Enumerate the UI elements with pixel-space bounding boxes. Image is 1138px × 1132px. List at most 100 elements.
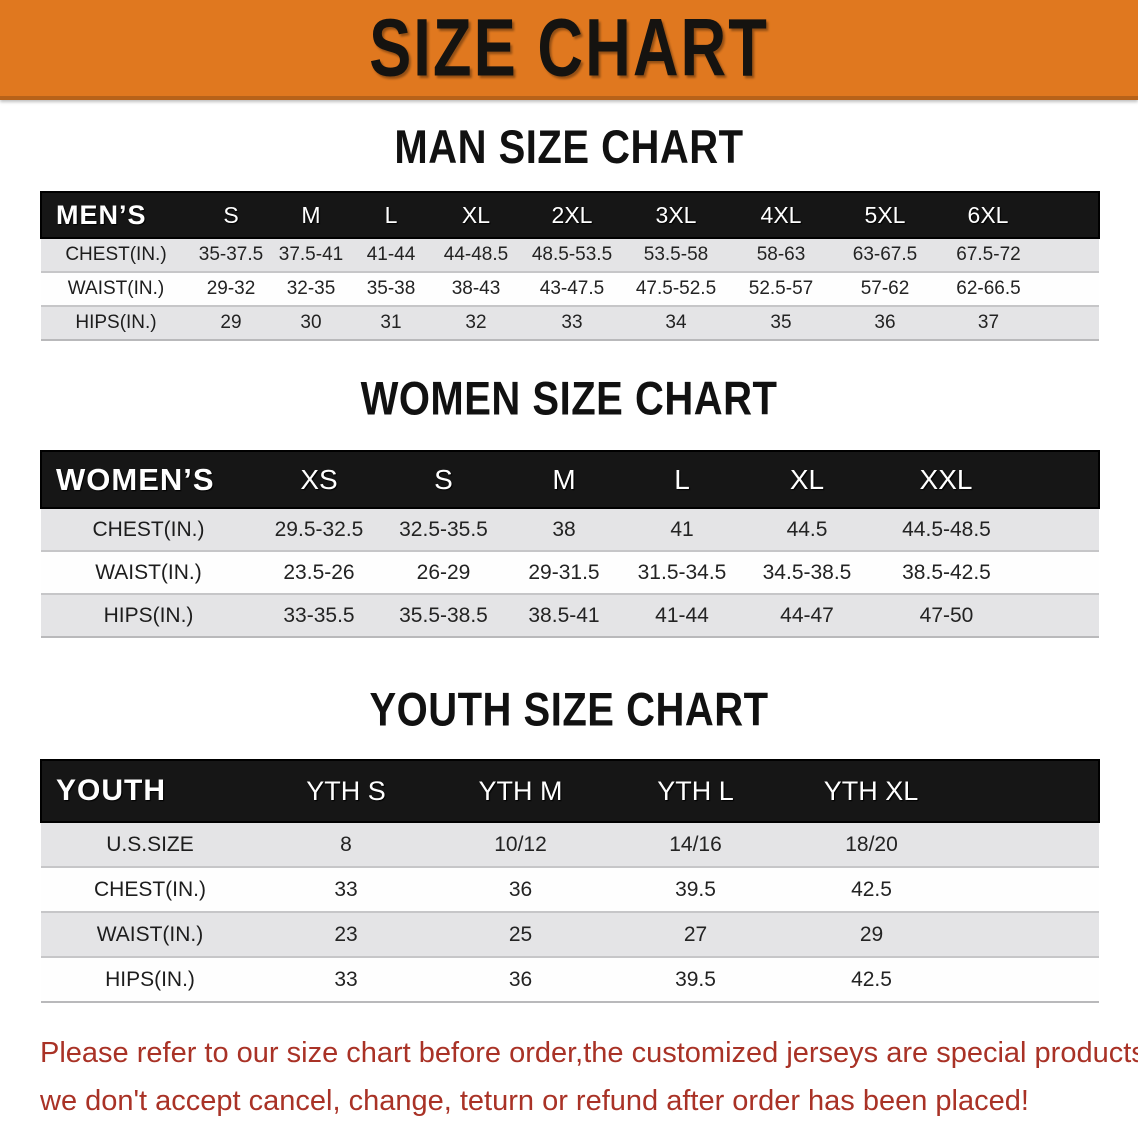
- size-value: 25: [508, 922, 533, 946]
- size-value: 47.5-52.5: [635, 278, 717, 299]
- women-size-table: WOMEN’S XS S M L XL XXL CHEST(IN.) 29.5-32.5 32…: [40, 450, 1100, 638]
- size-column-header: YTH XL: [823, 775, 919, 806]
- size-value: 32: [465, 312, 487, 333]
- size-value: 39.5: [675, 967, 716, 991]
- size-value: 62-66.5: [956, 278, 1021, 299]
- size-value: 37: [977, 312, 1000, 333]
- youth-header-row: YOUTH YTH S YTH M YTH L YTH XL: [41, 760, 1099, 822]
- table-row: HIPS(IN.) 33-35.5 35.5-38.5 38.5-41 41-44 44-…: [41, 594, 1099, 637]
- table-row: CHEST(IN.) 33 36 39.5 42.5: [41, 867, 1099, 912]
- size-value: 10/12: [494, 832, 547, 856]
- size-value: 38.5-41: [528, 603, 600, 627]
- table-row: WAIST(IN.) 23 25 27 29: [41, 912, 1099, 957]
- size-value: 36: [508, 877, 533, 901]
- disclaimer-text: Please refer to our size chart before or…: [40, 1029, 1138, 1125]
- size-value: 34.5-38.5: [762, 560, 852, 584]
- row-label: U.S.SIZE: [106, 832, 194, 856]
- size-value: 47-50: [919, 603, 974, 627]
- size-value: 42.5: [851, 967, 892, 991]
- men-header-row: MEN’S S M L XL 2XL 3XL 4XL 5XL 6XL: [41, 192, 1099, 238]
- size-column-header: XL: [461, 201, 491, 228]
- men-size-table: MEN’S S M L XL 2XL 3XL 4XL 5XL 6XL CHEST(IN.) 35-…: [40, 191, 1100, 341]
- size-value: 37.5-41: [278, 244, 344, 265]
- size-value: 43-47.5: [539, 278, 605, 299]
- size-value: 29: [220, 312, 242, 333]
- size-value: 63-67.5: [852, 244, 918, 265]
- size-column-header: 2XL: [551, 201, 593, 228]
- row-label: CHEST(IN.): [65, 244, 167, 265]
- size-column-header: S: [223, 201, 239, 228]
- size-column-header: 5XL: [864, 201, 906, 228]
- size-value: 58-63: [756, 244, 806, 265]
- row-label: WAIST(IN.): [67, 278, 165, 299]
- row-label: WAIST(IN.): [95, 560, 202, 584]
- size-value: 18/20: [845, 832, 898, 856]
- size-value: 57-62: [860, 278, 910, 299]
- table-row: U.S.SIZE 8 10/12 14/16 18/20: [41, 822, 1099, 867]
- size-column-header: 4XL: [760, 201, 802, 228]
- size-value: 44.5: [786, 517, 828, 541]
- size-value: 29-31.5: [528, 560, 600, 584]
- size-value: 29-32: [206, 278, 256, 299]
- size-column-header: 3XL: [655, 201, 697, 228]
- size-value: 33: [561, 312, 583, 333]
- size-value: 35-37.5: [198, 244, 264, 265]
- size-column-header: M: [301, 201, 321, 228]
- size-chart-banner: SIZE CHART: [0, 0, 1138, 100]
- row-label: HIPS(IN.): [103, 603, 194, 627]
- size-value: 30: [300, 312, 322, 333]
- youth-header-label: YOUTH: [56, 774, 166, 807]
- size-column-header: S: [434, 463, 453, 495]
- size-value: 41-44: [655, 603, 709, 627]
- disclaimer-line-1: Please refer to our size chart before or…: [40, 1037, 1138, 1069]
- size-column-header: L: [674, 463, 690, 495]
- size-column-header: YTH M: [478, 775, 563, 806]
- size-value: 44.5-48.5: [902, 517, 991, 541]
- size-column-header: YTH S: [306, 775, 386, 806]
- women-header-row: WOMEN’S XS S M L XL XXL: [41, 451, 1099, 508]
- row-label: HIPS(IN.): [75, 312, 157, 333]
- size-value: 14/16: [669, 832, 722, 856]
- size-value: 33: [334, 967, 358, 991]
- youth-size-table: YOUTH YTH S YTH M YTH L YTH XL U.S.SIZE 8 10/…: [40, 759, 1100, 1003]
- size-value: 33-35.5: [283, 603, 355, 627]
- table-row: CHEST(IN.) 29.5-32.5 32.5-35.5 38 41 44.5 44.5…: [41, 508, 1099, 551]
- row-label: HIPS(IN.): [105, 967, 195, 991]
- size-column-header: L: [384, 201, 398, 228]
- size-value: 44-47: [780, 603, 834, 627]
- table-row: CHEST(IN.) 35-37.5 37.5-41 41-44 44-48.5 48.5…: [41, 238, 1099, 272]
- table-row: HIPS(IN.) 33 36 39.5 42.5: [41, 957, 1099, 1002]
- size-value: 32.5-35.5: [399, 517, 488, 541]
- men-header-label: MEN’S: [56, 199, 147, 230]
- size-column-header: YTH L: [657, 775, 734, 806]
- size-value: 39.5: [675, 877, 716, 901]
- row-label: CHEST(IN.): [94, 877, 206, 901]
- size-column-header: 6XL: [967, 201, 1009, 228]
- size-value: 31: [380, 312, 402, 333]
- size-column-header: XS: [300, 463, 338, 495]
- size-value: 44-48.5: [443, 244, 509, 265]
- size-column-header: M: [552, 463, 576, 495]
- size-value: 41-44: [366, 244, 416, 265]
- size-value: 23.5-26: [283, 560, 355, 584]
- size-value: 26-29: [416, 560, 471, 584]
- disclaimer-line-2: we don't accept cancel, change, teturn o…: [40, 1085, 1029, 1117]
- table-row: WAIST(IN.) 23.5-26 26-29 29-31.5 31.5-34.5 34…: [41, 551, 1099, 594]
- women-section-title: WOMEN SIZE CHART: [360, 372, 778, 425]
- size-value: 42.5: [851, 877, 892, 901]
- size-value: 31.5-34.5: [637, 560, 727, 584]
- banner-title: SIZE CHART: [369, 2, 769, 94]
- youth-section-title: YOUTH SIZE CHART: [369, 683, 769, 736]
- size-value: 38: [552, 517, 576, 541]
- table-row: WAIST(IN.) 29-32 32-35 35-38 38-43 43-47.5 47.…: [41, 272, 1099, 306]
- size-value: 67.5-72: [956, 244, 1021, 265]
- row-label: WAIST(IN.): [96, 922, 204, 946]
- size-value: 48.5-53.5: [531, 244, 613, 265]
- row-label: CHEST(IN.): [92, 517, 205, 541]
- size-column-header: XXL: [919, 463, 973, 495]
- size-column-header: XL: [789, 463, 825, 495]
- size-value: 23: [334, 922, 358, 946]
- men-section-title: MAN SIZE CHART: [394, 121, 744, 174]
- size-value: 27: [683, 922, 708, 946]
- size-value: 8: [340, 832, 352, 856]
